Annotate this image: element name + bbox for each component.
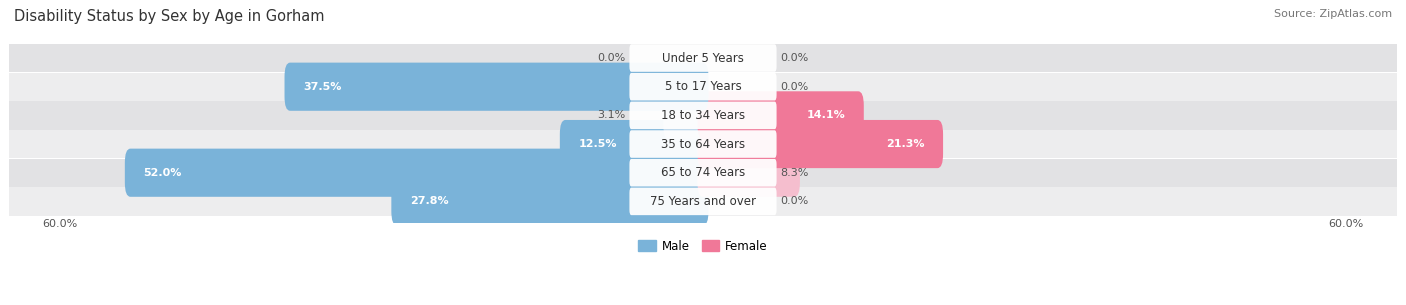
Text: 0.0%: 0.0% — [598, 53, 626, 63]
Text: 65 to 74 Years: 65 to 74 Years — [661, 166, 745, 179]
FancyBboxPatch shape — [10, 187, 1396, 216]
FancyBboxPatch shape — [125, 149, 709, 197]
Text: Under 5 Years: Under 5 Years — [662, 52, 744, 65]
Legend: Male, Female: Male, Female — [634, 235, 772, 257]
Text: 35 to 64 Years: 35 to 64 Years — [661, 138, 745, 151]
Text: 5 to 17 Years: 5 to 17 Years — [665, 80, 741, 93]
FancyBboxPatch shape — [664, 91, 709, 139]
FancyBboxPatch shape — [697, 120, 943, 168]
FancyBboxPatch shape — [630, 130, 776, 158]
FancyBboxPatch shape — [284, 63, 709, 111]
Text: 60.0%: 60.0% — [42, 219, 77, 229]
Text: 75 Years and over: 75 Years and over — [650, 195, 756, 208]
FancyBboxPatch shape — [630, 159, 776, 186]
Text: Disability Status by Sex by Age in Gorham: Disability Status by Sex by Age in Gorha… — [14, 9, 325, 24]
Text: 37.5%: 37.5% — [304, 82, 342, 92]
FancyBboxPatch shape — [10, 44, 1396, 72]
Text: 0.0%: 0.0% — [780, 53, 808, 63]
Text: 18 to 34 Years: 18 to 34 Years — [661, 109, 745, 122]
Text: 27.8%: 27.8% — [411, 196, 449, 206]
Text: Source: ZipAtlas.com: Source: ZipAtlas.com — [1274, 9, 1392, 19]
Text: 3.1%: 3.1% — [598, 110, 626, 120]
Text: 14.1%: 14.1% — [806, 110, 845, 120]
Text: 21.3%: 21.3% — [886, 139, 924, 149]
FancyBboxPatch shape — [630, 44, 776, 72]
FancyBboxPatch shape — [697, 149, 800, 197]
Text: 12.5%: 12.5% — [578, 139, 617, 149]
Text: 0.0%: 0.0% — [780, 82, 808, 92]
Text: 0.0%: 0.0% — [780, 196, 808, 206]
FancyBboxPatch shape — [10, 101, 1396, 130]
Text: 60.0%: 60.0% — [1329, 219, 1364, 229]
FancyBboxPatch shape — [630, 73, 776, 100]
FancyBboxPatch shape — [391, 177, 709, 225]
FancyBboxPatch shape — [697, 91, 863, 139]
FancyBboxPatch shape — [10, 73, 1396, 101]
FancyBboxPatch shape — [10, 130, 1396, 158]
FancyBboxPatch shape — [560, 120, 709, 168]
Text: 8.3%: 8.3% — [780, 168, 808, 178]
FancyBboxPatch shape — [10, 159, 1396, 187]
Text: 52.0%: 52.0% — [143, 168, 181, 178]
FancyBboxPatch shape — [630, 102, 776, 129]
FancyBboxPatch shape — [630, 188, 776, 215]
